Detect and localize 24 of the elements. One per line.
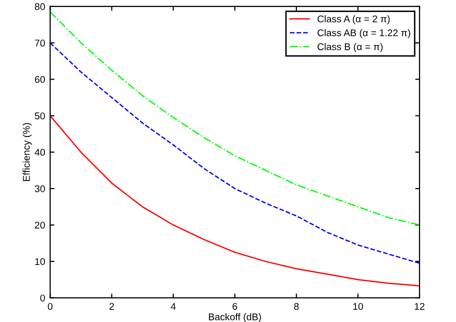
y-tick-label: 80 [34,3,45,10]
x-axis-title: Backoff (dB) [208,313,261,322]
x-tick-label: 10 [353,302,363,310]
y-tick-label: 30 [34,185,45,192]
y-tick-label: 60 [34,76,45,83]
line-series [50,11,420,226]
x-tick-label: 4 [170,303,176,310]
line-series [50,42,420,264]
legend-label: Class A (α = 2 π) [318,15,390,24]
y-tick-label: 20 [34,222,45,229]
y-tick-label: 10 [35,258,45,266]
x-tick-label: 6 [232,302,238,310]
y-tick-label: 50 [34,112,45,120]
y-tick-label: 70 [34,40,45,46]
y-tick-label: 40 [34,148,45,156]
y-tick-label: 0 [40,294,45,302]
legend-label: Class AB (α = 1.22 π) [318,29,410,38]
y-axis-title: Efficiency (%) [22,123,32,181]
x-tick-label: 8 [294,302,299,310]
legend-label: Class B (α = π) [318,43,383,52]
x-tick-label: 2 [110,302,114,310]
x-tick-label: 0 [48,302,52,310]
x-tick-label: 12 [414,302,424,310]
line-series [50,115,420,286]
